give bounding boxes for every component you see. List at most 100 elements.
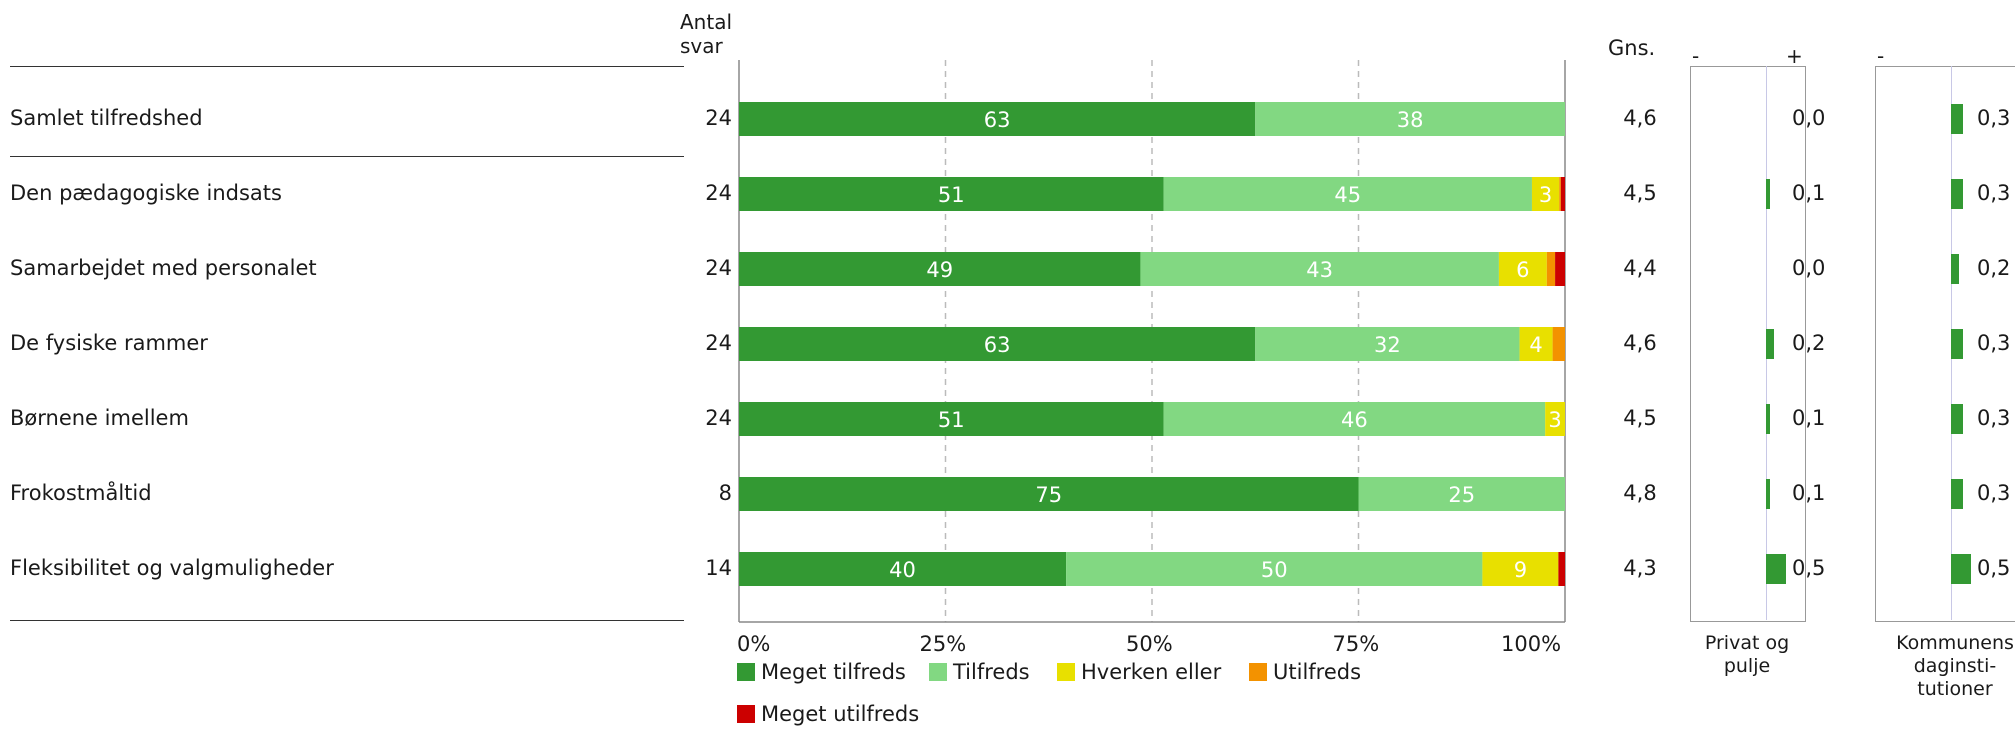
top-divider [10, 66, 684, 67]
legend-swatch [1249, 663, 1267, 681]
response-count: 24 [705, 331, 732, 355]
comparison-bar [1951, 104, 1963, 134]
overall-divider [10, 156, 684, 157]
comparison-caption: Kommunens daginsti-tutioner [1855, 632, 2015, 701]
comparison-value: 0,2 [1977, 256, 2011, 280]
comparison-caption: Privat og pulje [1670, 632, 1824, 678]
bar-data-label: 38 [1397, 108, 1424, 132]
bar-segment [1498, 252, 1547, 286]
bar-data-label: 45 [1334, 183, 1361, 207]
count-header: Antal svar [680, 10, 732, 58]
bar-data-label: 46 [1341, 408, 1368, 432]
legend-label: Utilfreds [1273, 660, 1362, 684]
comparison-value: 0,3 [1977, 406, 2011, 430]
comparison-bar [1951, 329, 1963, 359]
mean-value: 4,6 [1623, 331, 1657, 355]
comparison-caption-line: daginsti- [1913, 655, 1997, 677]
bar-data-label: 9 [1514, 558, 1527, 582]
bar-segment [739, 102, 1256, 136]
comparison-minus-label: - [1692, 44, 1700, 68]
bar-data-label: 4 [1529, 333, 1542, 357]
bar-segment [1163, 402, 1546, 436]
response-count: 14 [705, 556, 732, 580]
bar-segment [739, 477, 1359, 511]
comparison-caption-line: tutioner [1917, 678, 1993, 700]
row-label: Børnene imellem [10, 406, 189, 430]
bar-data-label: 3 [1548, 408, 1561, 432]
bar-data-label: 49 [926, 258, 953, 282]
row-label: De fysiske rammer [10, 331, 208, 355]
bar-data-label: 25 [1448, 483, 1475, 507]
comparison-value: 0,3 [1977, 181, 2011, 205]
bar-segment [739, 327, 1256, 361]
legend-label: Meget utilfreds [761, 702, 920, 726]
mean-value: 4,4 [1623, 256, 1657, 280]
bar-segment [1358, 477, 1565, 511]
mean-value: 4,6 [1623, 106, 1657, 130]
row-label: Frokostmåltid [10, 481, 152, 505]
comparison-plus-label: + [1786, 44, 1803, 68]
x-tick-label: 25% [919, 632, 967, 656]
comparison-value: 0,3 [1977, 331, 2011, 355]
bar-data-label: 63 [984, 333, 1011, 357]
bar-segment [1163, 177, 1532, 211]
comparison-value: 0,1 [1792, 481, 1826, 505]
comparison-caption-line: Kommunens [1896, 632, 2014, 654]
comparison-value: 0,1 [1792, 406, 1826, 430]
comparison-bar [1951, 404, 1963, 434]
comparison-minus-label: - [1877, 44, 1885, 68]
comparison-bar [1766, 179, 1770, 209]
legend-item: Hverken eller [1057, 660, 1221, 684]
count-header-line2: svar [680, 34, 723, 58]
bar-data-label: 32 [1374, 333, 1401, 357]
legend-label: Hverken eller [1081, 660, 1222, 684]
response-count: 24 [705, 256, 732, 280]
comparison-bar [1766, 554, 1786, 584]
comparison-value: 0,5 [1792, 556, 1826, 580]
bar-segment [1559, 177, 1561, 211]
mean-value: 4,3 [1623, 556, 1657, 580]
mean-value: 4,8 [1623, 481, 1657, 505]
comparison-panel [1690, 66, 1806, 622]
legend-swatch [929, 663, 947, 681]
bar-segment [1140, 252, 1499, 286]
bar-data-label: 63 [984, 108, 1011, 132]
mean-value: 4,5 [1623, 181, 1657, 205]
comparison-panel [1875, 66, 2015, 622]
legend-label: Meget tilfreds [761, 660, 906, 684]
bar-segment [1545, 402, 1565, 436]
comparison-value: 0,3 [1977, 481, 2011, 505]
comparison-bar [1951, 254, 1959, 284]
legend-label: Tilfreds [953, 660, 1030, 684]
bar-segment [1255, 327, 1520, 361]
comparison-value: 0,2 [1792, 331, 1826, 355]
comparison-value: 0,0 [1792, 106, 1826, 130]
bar-segment [1552, 327, 1565, 361]
comparison-value: 0,0 [1792, 256, 1826, 280]
response-count: 24 [705, 406, 732, 430]
bar-data-label: 51 [938, 183, 965, 207]
x-tick-label: 75% [1332, 632, 1380, 656]
legend-item: Meget utilfreds [737, 702, 919, 726]
comparison-value: 0,5 [1977, 556, 2011, 580]
bar-segment [739, 552, 1067, 586]
legend-swatch [1057, 663, 1075, 681]
comparison-bar [1951, 554, 1971, 584]
response-count: 8 [718, 481, 732, 505]
comparison-value: 0,1 [1792, 181, 1826, 205]
comparison-value: 0,3 [1977, 106, 2011, 130]
bar-data-label: 51 [938, 408, 965, 432]
legend-swatch [737, 705, 755, 723]
x-tick-label: 0% [737, 632, 771, 656]
bar-segment [1255, 102, 1565, 136]
count-header-line1: Antal [680, 10, 733, 34]
comparison-bar [1951, 479, 1963, 509]
bar-segment [1558, 552, 1565, 586]
bar-segment [739, 177, 1164, 211]
row-label: Samlet tilfredshed [10, 106, 203, 130]
bar-data-label: 75 [1035, 483, 1062, 507]
bar-segment [1531, 177, 1560, 211]
bar-segment [1546, 252, 1556, 286]
row-label: Den pædagogiske indsats [10, 181, 282, 205]
legend-swatch [737, 663, 755, 681]
